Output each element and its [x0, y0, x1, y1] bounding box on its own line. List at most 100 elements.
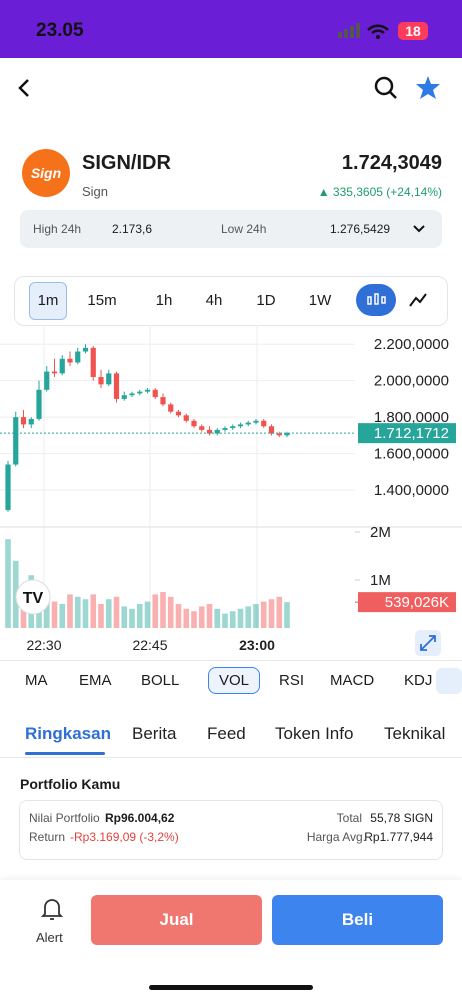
last-price-label: 1.712,1712 — [374, 425, 449, 442]
timeframe-button[interactable]: 1h — [155, 292, 173, 309]
y-tick-label: 1.400,0000 — [374, 482, 449, 499]
volume-bar — [67, 594, 73, 628]
candle-body — [183, 415, 189, 421]
time: 23.05 — [36, 20, 84, 41]
tab-underline — [25, 752, 105, 755]
volume-bar — [276, 596, 283, 628]
candle-body — [160, 397, 166, 405]
portfolio-value: Rp96.004,62 — [105, 811, 175, 825]
tab[interactable]: Ringkasan — [25, 724, 111, 743]
indicator-button[interactable]: EMA — [79, 672, 112, 689]
candle-body — [261, 420, 267, 427]
high-value: 2.173,6 — [112, 222, 153, 236]
volume-tick-label: 1M — [370, 572, 391, 589]
indicator-button[interactable]: VOL — [208, 667, 261, 694]
volume-bar — [222, 613, 228, 628]
indicator-settings[interactable] — [436, 668, 462, 694]
volume-bar — [268, 599, 275, 628]
volume-bar — [198, 606, 205, 628]
timeframe-button[interactable]: 1D — [256, 292, 276, 309]
candle-body — [144, 389, 151, 392]
home-indicator — [149, 985, 313, 990]
indicator-button[interactable]: KDJ — [404, 672, 433, 689]
back-button[interactable] — [18, 79, 29, 97]
y-tick-label: 2.000,0000 — [374, 373, 449, 390]
candle-body — [284, 433, 290, 436]
last-price-box — [358, 423, 456, 444]
tab[interactable]: Feed — [207, 724, 246, 743]
volume-bar — [191, 611, 197, 628]
signal-icons — [338, 23, 389, 39]
volume-bar — [175, 604, 182, 628]
candle-body — [67, 358, 73, 363]
candle-body — [13, 417, 19, 465]
volume-bar — [5, 539, 11, 628]
x-tick-label: 22:30 — [26, 637, 61, 653]
volume-bar — [214, 608, 221, 628]
volume-bar — [59, 604, 66, 628]
indicator-button[interactable]: MACD — [330, 672, 375, 689]
high-label: High 24h — [33, 222, 82, 236]
candle-body — [245, 422, 251, 425]
volume-bar — [206, 604, 213, 628]
indicator-button[interactable]: RSI — [279, 672, 305, 689]
tv-logo: TV — [23, 590, 44, 607]
candle-body — [268, 426, 275, 434]
battery: 18 — [398, 22, 428, 40]
indicator-button[interactable]: MA — [25, 672, 48, 689]
volume-bar — [98, 604, 104, 628]
divider — [0, 757, 462, 758]
top-nav — [18, 76, 440, 99]
buy-button[interactable]: Beli — [272, 895, 443, 945]
avg-label: Harga Avg. — [306, 830, 366, 844]
return-label: Return — [29, 830, 66, 844]
price-change-row: ▲ 335,3605 (+24,14%) — [318, 185, 442, 199]
price: 1.724,3049 — [341, 152, 442, 174]
candle-body — [59, 358, 65, 374]
tab[interactable]: Token Info — [275, 724, 354, 743]
volume-bar — [237, 608, 244, 628]
candle-body — [98, 377, 104, 385]
line-mode-button[interactable] — [406, 288, 430, 312]
volume-bar — [144, 601, 151, 628]
status-bar: 23.05 18 — [0, 0, 462, 58]
indicator-button[interactable]: BOLL — [141, 672, 180, 689]
candle-body — [20, 417, 27, 425]
candle-mode-button[interactable] — [356, 284, 396, 316]
volume-bar — [284, 602, 290, 628]
sell-button[interactable]: Jual — [91, 895, 262, 945]
timeframe-button[interactable]: 15m — [87, 292, 117, 309]
candle-body — [90, 347, 96, 378]
candle-body — [206, 429, 213, 434]
candle-body — [51, 371, 58, 374]
candle-body — [175, 411, 182, 416]
alert-icon[interactable] — [40, 896, 64, 922]
timeframe-button[interactable]: 4h — [205, 292, 223, 309]
timeframe-button[interactable]: 1m — [29, 282, 67, 320]
total-value: 55,78 SIGN — [370, 811, 433, 825]
candle-body — [222, 428, 228, 430]
candle-body — [28, 418, 34, 425]
tab[interactable]: Berita — [132, 724, 177, 743]
favorite-button[interactable] — [416, 76, 440, 99]
stats-bar: High 24h 2.173,6 Low 24h 1.276,5429 — [20, 210, 442, 248]
candle-body — [75, 351, 81, 363]
candle-body — [230, 426, 236, 429]
expand-toggle[interactable] — [412, 224, 426, 234]
y-tick-label: 1.600,0000 — [374, 446, 449, 463]
candle-body — [129, 393, 135, 396]
search-button[interactable] — [374, 76, 397, 99]
alert-label[interactable]: Alert — [36, 930, 63, 945]
chart: 2.200,0000 2.000,0000 1.800,0000 1.600,0000… — [0, 325, 462, 656]
avg-value: Rp1.777,944 — [364, 830, 433, 844]
fullscreen-icon — [420, 635, 436, 651]
candle-body — [152, 389, 158, 398]
candle-body — [214, 429, 220, 434]
y-tick-label: 2.200,0000 — [374, 336, 449, 353]
volume-bar — [129, 608, 135, 628]
candle-body — [106, 373, 112, 385]
timeframe-button[interactable]: 1W — [308, 292, 332, 309]
x-tick-label: 23:00 — [239, 637, 275, 653]
tab[interactable]: Teknikal — [384, 724, 446, 743]
